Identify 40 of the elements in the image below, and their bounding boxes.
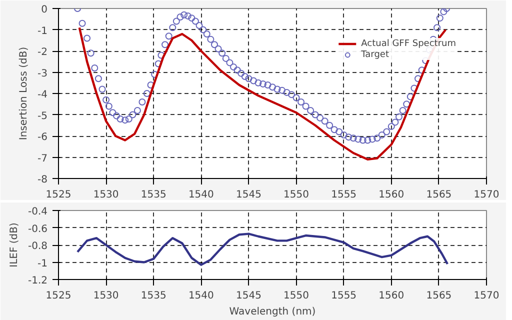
y-axis-title: Insertion Loss (dB) <box>18 46 30 140</box>
y-tick-label: -1.2 <box>28 276 48 286</box>
x-tick-label: 1555 <box>331 290 357 302</box>
x-tick-label: 1565 <box>426 290 452 302</box>
y-tick-label: -8 <box>38 174 48 186</box>
x-tick-label: 1560 <box>378 190 404 200</box>
x-tick-label: 1570 <box>474 190 500 200</box>
x-tick-label: 1525 <box>46 190 72 200</box>
x-tick-label: 1560 <box>378 290 404 302</box>
x-tick-label: 1540 <box>188 190 214 200</box>
y-tick-label: -0.8 <box>28 241 48 252</box>
x-tick-label: 1525 <box>46 290 72 302</box>
x-tick-label: 1550 <box>284 190 310 200</box>
y-tick-label: -7 <box>38 153 48 164</box>
legend-label: Actual GFF Spectrum <box>361 38 456 49</box>
y-tick-label: -3 <box>38 68 48 80</box>
x-tick-label: 1530 <box>93 290 119 302</box>
x-tick-label: 1540 <box>188 290 214 302</box>
x-tick-label: 1545 <box>236 190 262 200</box>
y-tick-label: -2 <box>38 47 48 58</box>
y-tick-label: -0.6 <box>28 224 48 235</box>
y-tick-label: -1 <box>38 26 48 37</box>
legend-label: Target <box>361 49 389 60</box>
line-series <box>76 232 449 266</box>
y-axis-title: ILEF (dB) <box>8 222 20 268</box>
y-tick-label: -1 <box>38 258 48 270</box>
y-tick-label: -6 <box>38 132 48 143</box>
x-axis-title: Wavelength (nm) <box>229 306 316 318</box>
y-tick-label: -0.4 <box>28 206 48 218</box>
y-tick-label: -4 <box>38 90 48 100</box>
x-tick-label: 1570 <box>474 290 500 302</box>
y-tick-label: 0 <box>41 4 48 16</box>
y-tick-label: -5 <box>38 110 48 122</box>
x-tick-label: 1535 <box>140 190 166 200</box>
x-tick-label: 1530 <box>93 190 119 200</box>
x-tick-label: 1565 <box>426 190 452 200</box>
x-tick-label: 1550 <box>284 290 310 302</box>
x-tick-label: 1545 <box>236 290 262 302</box>
x-tick-label: 1535 <box>140 290 166 302</box>
x-tick-label: 1555 <box>331 190 357 200</box>
